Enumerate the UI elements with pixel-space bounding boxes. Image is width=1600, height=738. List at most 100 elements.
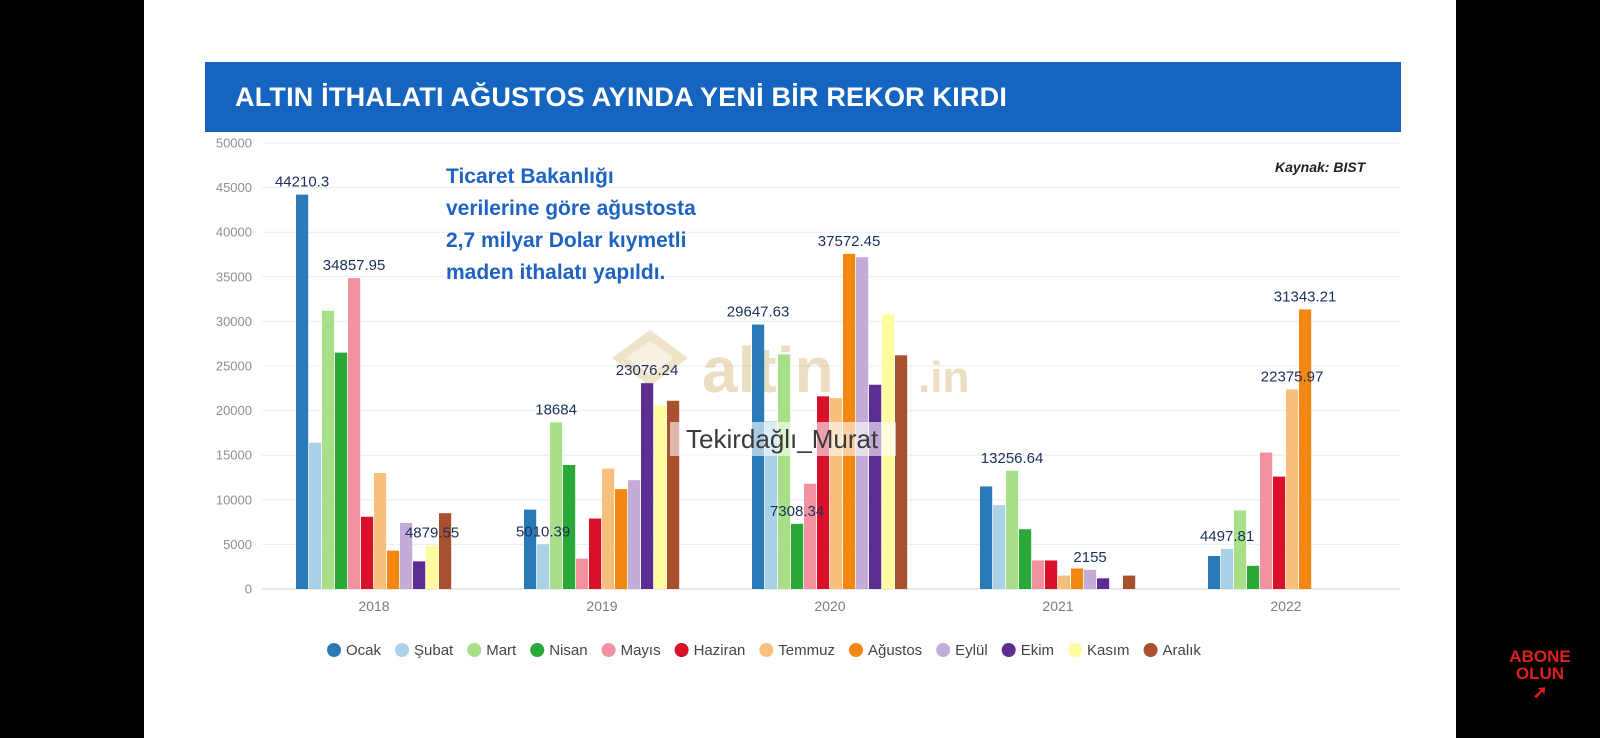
bar-2020-Aralık (895, 355, 908, 589)
legend-swatch (530, 643, 545, 657)
legend-label: Mayıs (621, 642, 661, 659)
bar-2018-Kasım (426, 545, 439, 589)
bar-2022-Temmuz (1286, 389, 1299, 589)
legend-swatch (395, 643, 410, 657)
y-tick-label: 30000 (216, 314, 252, 329)
bar-2021-Şubat (993, 505, 1006, 589)
bar-2021-Ağustos (1071, 568, 1084, 589)
bar-2019-Kasım (654, 405, 667, 589)
data-label: 5010.39 (516, 523, 570, 540)
legend-swatch (601, 643, 616, 657)
bar-2018-Ağustos (387, 550, 400, 589)
data-label: 2155 (1073, 549, 1106, 566)
bar-2020-Ekim (869, 384, 882, 589)
x-tick-label: 2020 (814, 598, 845, 614)
y-tick-label: 45000 (216, 180, 252, 195)
legend-label: Eylül (955, 642, 988, 659)
bar-2018-Mart (322, 310, 335, 589)
legend-item: Şubat (395, 642, 454, 659)
bar-2021-Nisan (1019, 529, 1032, 589)
y-tick-label: 25000 (216, 359, 252, 374)
annotation-line: Ticaret Bakanlığı (446, 165, 614, 188)
bar-2019-Ocak (524, 509, 537, 589)
bar-2018-Aralık (439, 513, 452, 589)
bar-2021-Temmuz (1058, 575, 1071, 589)
legend-item: Ağustos (848, 642, 922, 659)
x-tick-label: 2019 (586, 598, 617, 614)
legend-swatch (759, 643, 774, 657)
y-tick-label: 40000 (216, 225, 252, 240)
bar-2018-Ocak (296, 194, 309, 590)
watermark: altin .in (612, 330, 969, 406)
subscribe-line: OLUN (1515, 664, 1565, 683)
data-label: 31343.21 (1274, 288, 1337, 305)
y-tick-label: 0 (245, 582, 252, 597)
legend-label: Temmuz (778, 642, 835, 659)
bar-2019-Mart (550, 422, 563, 589)
y-tick-label: 15000 (216, 448, 252, 463)
legend-swatch (1143, 643, 1158, 657)
x-tick-label: 2018 (358, 598, 389, 614)
legend-item: Mart (467, 642, 517, 659)
data-label: 22375.97 (1261, 368, 1324, 385)
legend-label: Aralık (1163, 642, 1202, 659)
bar-2020-Ocak (752, 324, 765, 589)
legend-item: Aralık (1143, 642, 1202, 659)
bar-2018-Eylül (400, 522, 413, 589)
bar-2019-Ekim (641, 383, 654, 589)
bar-2021-Aralık (1123, 575, 1136, 589)
bar-2018-Temmuz (374, 473, 387, 589)
x-tick-label: 2022 (1270, 598, 1301, 614)
legend-label: Mart (486, 642, 517, 659)
annotation-line: maden ithalatı yapıldı. (446, 261, 665, 284)
data-label: 7308.34 (770, 503, 824, 520)
bar-2020-Ağustos (843, 253, 856, 589)
data-label: 18684 (535, 401, 577, 418)
bar-2018-Mayıs (348, 278, 361, 589)
data-label: 34857.95 (323, 257, 386, 274)
y-tick-label: 5000 (223, 537, 252, 552)
bar-2022-Nisan (1247, 565, 1260, 589)
bar-2021-Eylül (1084, 569, 1097, 589)
subscribe-line: ABONE (1509, 647, 1571, 666)
bar-2018-Şubat (309, 442, 322, 589)
data-label: 23076.24 (616, 362, 679, 379)
watermark-user: Tekirdağlı_Murat (686, 424, 879, 454)
data-label: 37572.45 (818, 233, 881, 250)
bar-2019-Nisan (563, 465, 576, 589)
bar-2021-Haziran (1045, 560, 1058, 589)
bar-2022-Haziran (1273, 476, 1286, 589)
annotation-line: 2,7 milyar Dolar kıymetli (446, 229, 686, 252)
annotation-line: verilerine göre ağustosta (446, 197, 696, 220)
y-tick-label: 50000 (216, 136, 252, 151)
data-label: 13256.64 (981, 450, 1044, 467)
bar-2018-Haziran (361, 516, 374, 589)
data-label: 44210.3 (275, 174, 329, 191)
bar-2019-Eylül (628, 480, 641, 589)
bar-2022-Şubat (1221, 548, 1234, 589)
x-axis: 2018 2019 2020 2021 2022 (358, 598, 1301, 614)
bar-2018-Ekim (413, 561, 426, 589)
bar-2020-Mayıs (804, 483, 817, 589)
bar-2022-Mart (1234, 510, 1247, 589)
bar-2018-Nisan (335, 352, 348, 589)
subscribe-badge[interactable]: ABONE OLUN ➚ (1500, 648, 1580, 702)
legend-swatch (1001, 643, 1016, 657)
legend-label: Haziran (694, 642, 746, 659)
cursor-click-icon: ➚ (1532, 682, 1548, 702)
bar-2020-Şubat (765, 421, 778, 589)
data-label: 29647.63 (727, 304, 790, 321)
legend-label: Şubat (414, 642, 454, 659)
legend-swatch (848, 643, 863, 657)
legend-label: Nisan (549, 642, 587, 659)
source-note: Kaynak: BIST (1275, 159, 1367, 175)
bar-2022-Mayıs (1260, 452, 1273, 589)
legend-item: Mayıs (601, 642, 661, 659)
bar-2020-Mart (778, 354, 791, 589)
bar-2021-Mart (1006, 470, 1019, 589)
data-label: 4497.81 (1200, 528, 1254, 545)
legend-label: Ağustos (868, 642, 922, 659)
legend-item: Eylül (936, 642, 988, 659)
legend-swatch (1068, 643, 1083, 657)
watermark-tld: .in (918, 353, 969, 402)
